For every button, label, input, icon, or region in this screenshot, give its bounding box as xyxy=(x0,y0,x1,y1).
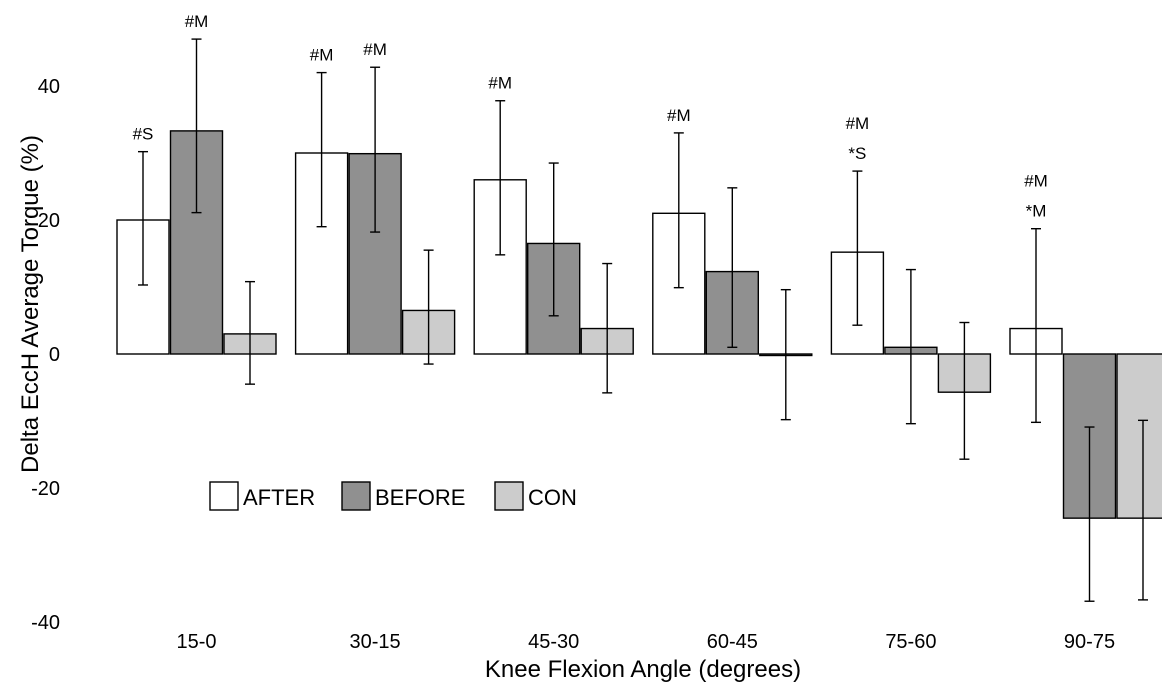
legend-swatch-before xyxy=(341,481,371,511)
significance-label: *M xyxy=(1026,202,1047,221)
bar-group xyxy=(116,130,1162,519)
legend: AFTER BEFORE CON xyxy=(209,481,577,511)
legend-label: CON xyxy=(528,485,577,510)
y-axis-ticks: -40 -20 0 20 40 xyxy=(31,76,60,634)
significance-label: #M xyxy=(310,46,334,65)
y-tick-label: -40 xyxy=(31,612,60,634)
significance-label: #M xyxy=(185,12,209,31)
x-tick-label: 60-45 xyxy=(707,631,758,653)
significance-label: #S xyxy=(133,125,154,144)
y-tick-label: 0 xyxy=(49,344,60,366)
bar-con xyxy=(1116,353,1162,519)
bar-after xyxy=(294,152,349,355)
significance-label: #M xyxy=(1024,172,1048,191)
x-axis-ticks: 15-0 30-15 45-30 60-45 75-60 90-75 xyxy=(176,631,1115,653)
significance-label: #M xyxy=(667,106,691,125)
y-tick-label: 20 xyxy=(38,210,60,232)
significance-label: #M xyxy=(363,40,387,59)
legend-swatch-after xyxy=(209,481,239,511)
y-tick-label: -20 xyxy=(31,478,60,500)
significance-label: #M xyxy=(846,114,870,133)
x-tick-label: 45-30 xyxy=(528,631,579,653)
x-tick-label: 90-75 xyxy=(1064,631,1115,653)
legend-label: AFTER xyxy=(243,485,315,510)
legend-swatch-con xyxy=(494,481,524,511)
error-bar-group xyxy=(138,38,1148,602)
significance-label: #M xyxy=(488,74,512,93)
legend-label: BEFORE xyxy=(375,485,465,510)
annotation-group: #S #M #M #M #M #M #M *S #M *M xyxy=(133,12,1048,221)
x-axis-title: Knee Flexion Angle (degrees) xyxy=(485,656,801,682)
y-tick-label: 40 xyxy=(38,76,60,98)
x-tick-label: 30-15 xyxy=(350,631,401,653)
y-axis-title: Delta EccH Average Torque (%) xyxy=(17,135,44,473)
x-tick-label: 15-0 xyxy=(176,631,216,653)
x-tick-label: 75-60 xyxy=(885,631,936,653)
significance-label: *S xyxy=(848,144,866,163)
